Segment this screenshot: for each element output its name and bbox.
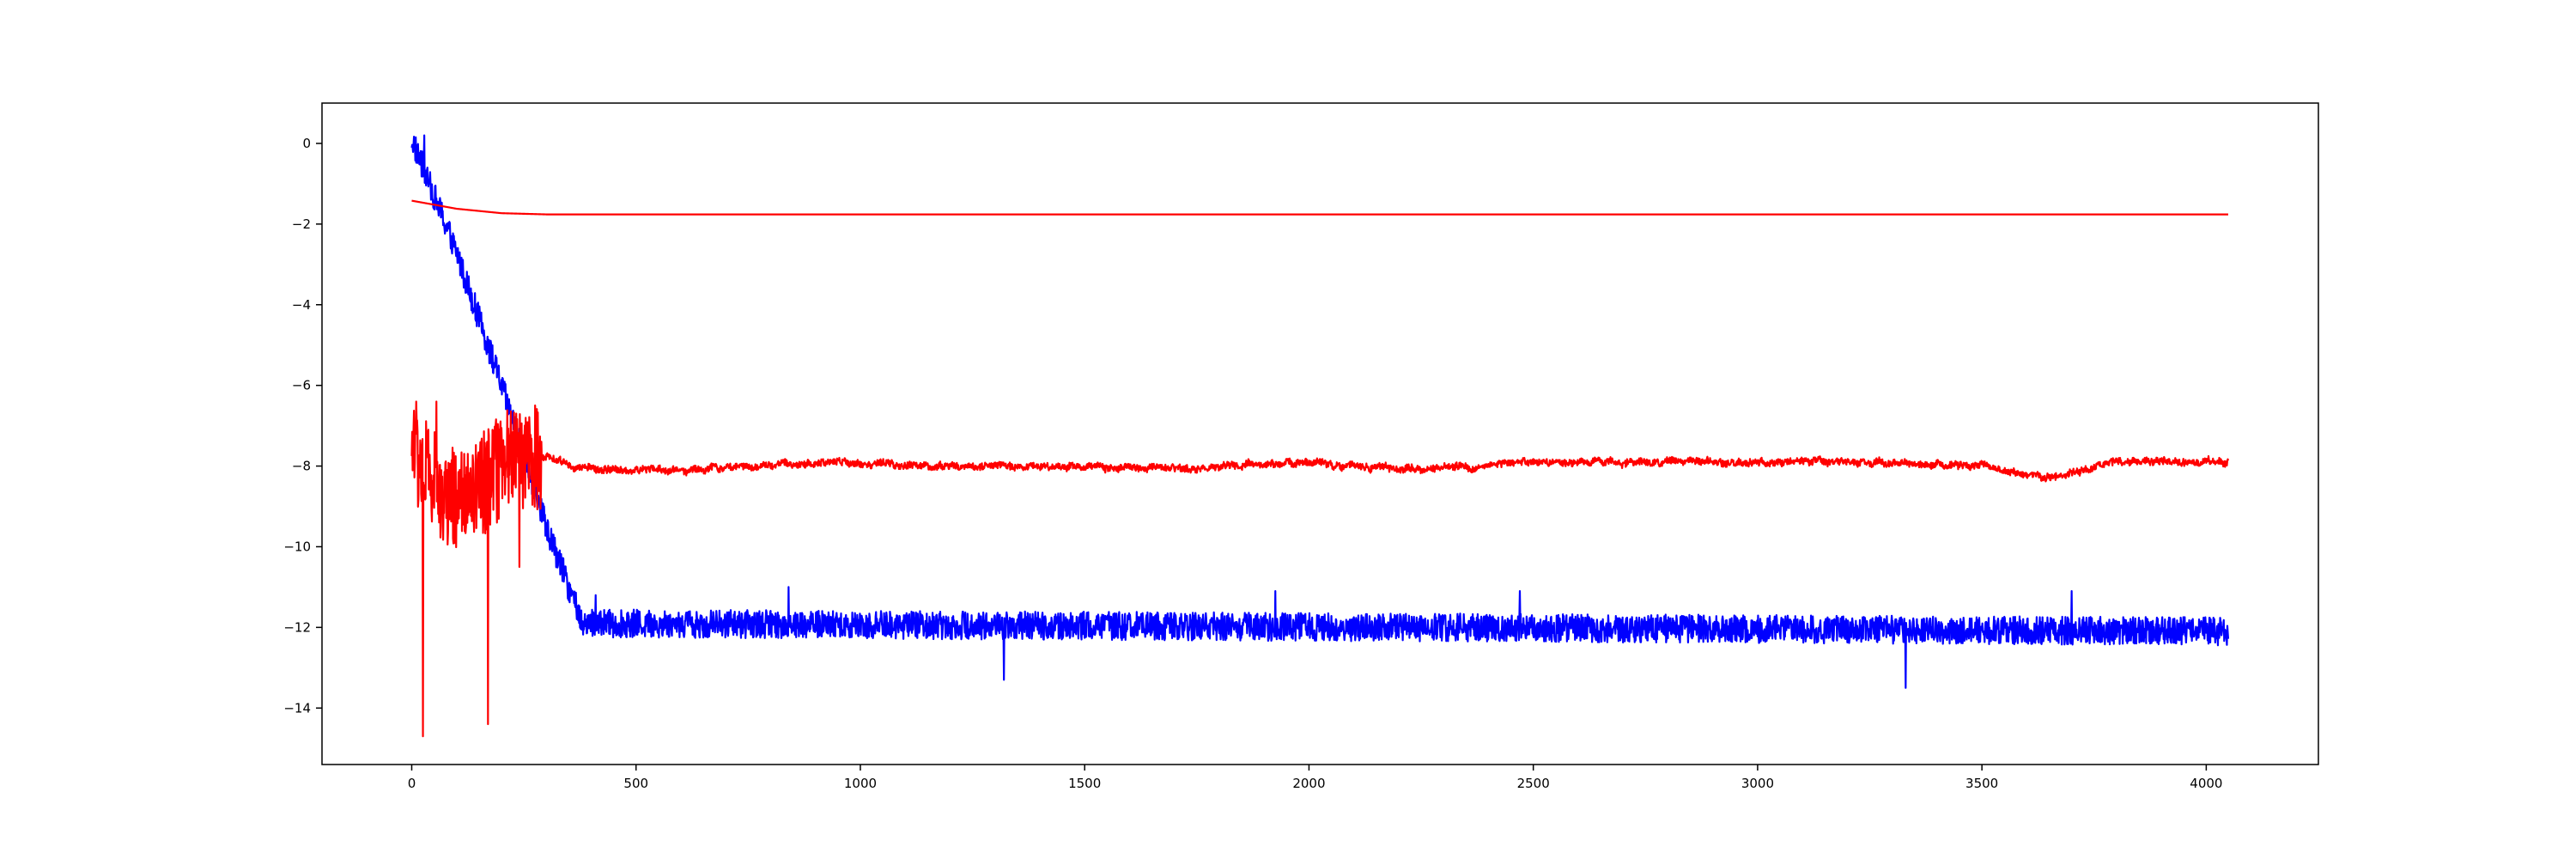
y-tick-label: −4 (292, 297, 311, 313)
x-tick-label: 0 (408, 776, 416, 791)
x-tick-label: 2500 (1517, 776, 1550, 791)
series-layer (410, 134, 2230, 738)
x-tick-label: 4000 (2190, 776, 2222, 791)
x-axis: 0 500 1000 1500 2000 2500 3000 3500 4000 (408, 765, 2222, 791)
x-tick-label: 500 (623, 776, 648, 791)
series-line-2 (410, 199, 2229, 216)
y-tick-label: 0 (302, 136, 311, 151)
series-line-3 (410, 400, 2230, 738)
y-tick-label: −10 (283, 539, 311, 554)
y-tick-label: −12 (283, 619, 311, 635)
series-line-1 (410, 134, 2230, 689)
plot-frame (321, 102, 2319, 765)
y-tick-label: −8 (292, 459, 311, 474)
y-tick-label: −2 (292, 216, 311, 232)
x-tick-label: 2000 (1292, 776, 1325, 791)
x-tick-label: 1500 (1068, 776, 1101, 791)
y-axis: 0 −2 −4 −6 −8 −10 −12 −14 (283, 136, 322, 716)
y-tick-label: −6 (292, 378, 311, 393)
x-tick-label: 3000 (1741, 776, 1774, 791)
x-tick-label: 3500 (1965, 776, 1998, 791)
x-tick-label: 1000 (844, 776, 877, 791)
y-tick-label: −14 (283, 700, 311, 716)
